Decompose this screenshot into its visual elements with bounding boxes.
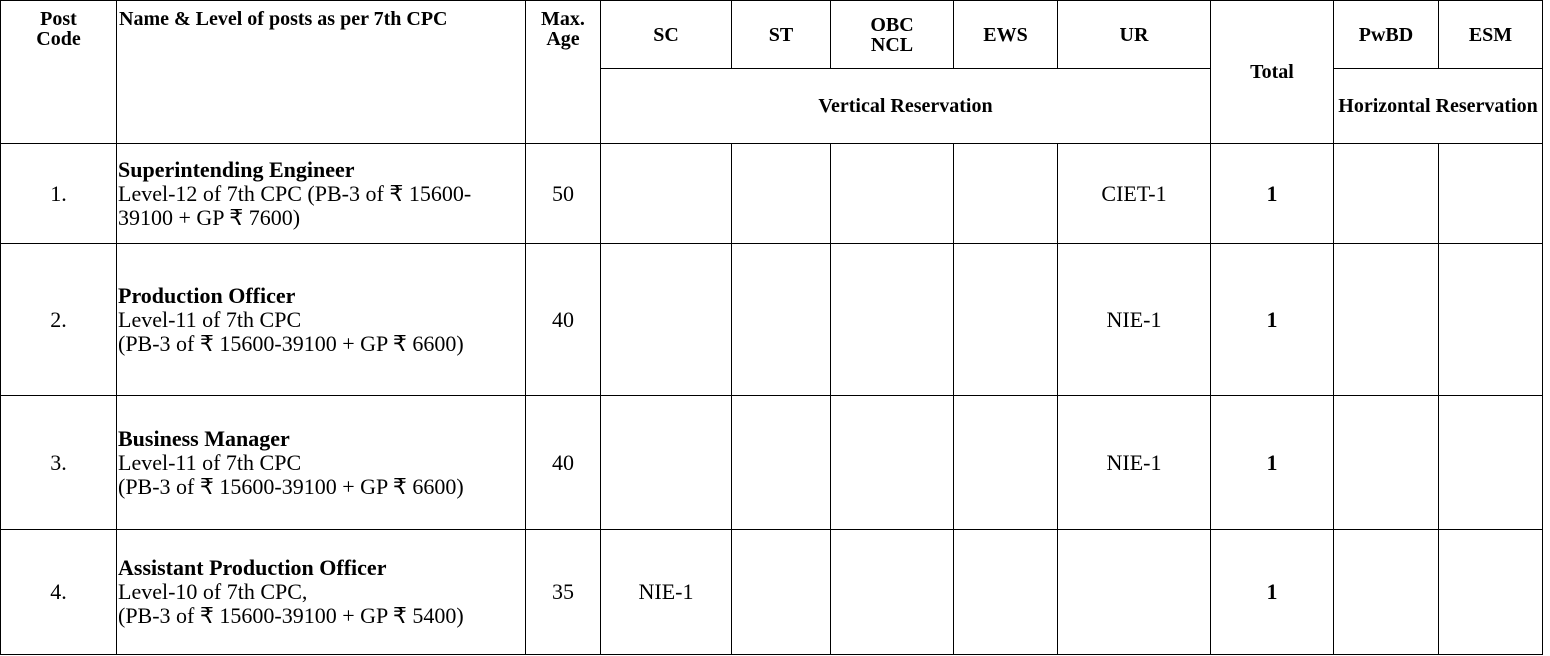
max-age: 35 (525, 529, 601, 655)
post-detail: Level-10 of 7th CPC, (118, 579, 308, 604)
max-age: 40 (525, 243, 601, 396)
post-detail: (PB-3 of ₹ 15600-39100 + GP ₹ 5400) (118, 603, 464, 628)
reservation-pwbd (1333, 529, 1439, 655)
reservation-sc (600, 395, 732, 530)
table-body: 1. Superintending Engineer Level-12 of 7th… (0, 143, 1543, 655)
header-vertical: Vertical Reservation (600, 68, 1211, 144)
reservation-obc-ncl (830, 395, 954, 530)
post-detail: Level-12 of 7th CPC (PB-3 of ₹ 15600-391… (118, 180, 472, 230)
total: 1 (1210, 143, 1334, 244)
post-detail: Level-11 of 7th CPC (118, 449, 302, 475)
total: 1 (1210, 529, 1334, 655)
header-total: Total (1210, 0, 1334, 144)
reservation-st (731, 143, 831, 244)
post-name: Superintending Engineer (118, 156, 355, 182)
reservation-ur: NIE-1 (1057, 395, 1211, 530)
reservation-st (731, 529, 831, 655)
total: 1 (1210, 395, 1334, 530)
post-detail: (PB-3 of ₹ 15600-39100 + GP ₹ 6600) (118, 473, 464, 499)
header-cell: OBC NCL (830, 0, 954, 69)
reservation-obc-ncl (830, 143, 954, 244)
post-code: 4. (0, 529, 117, 655)
post-name: Business Manager (118, 425, 290, 451)
header-cell: Name & Level of posts as per 7th CPC (116, 0, 526, 144)
table-row: 3. Business Manager Level-11 of 7th CPC (PB… (0, 395, 1543, 530)
header-cell: Max. Age (525, 0, 601, 144)
reservation-obc-ncl (830, 243, 954, 396)
reservation-sc (600, 243, 732, 396)
name-cell: Assistant Production Officer Level-10 of … (116, 529, 526, 655)
header-obc-ncl: OBC NCL (870, 13, 914, 56)
name-cell: Business Manager Level-11 of 7th CPC (PB-3… (116, 395, 526, 530)
max-age: 40 (525, 395, 601, 530)
post-name: Assistant Production Officer (118, 555, 387, 580)
table-row: 4. Assistant Production Officer Level-10 o… (0, 529, 1543, 655)
header-cell: Post Code (0, 0, 117, 144)
post-code: 2. (0, 243, 117, 396)
header-pwbd: PwBD (1333, 0, 1439, 69)
reservation-ur: CIET-1 (1057, 143, 1211, 244)
table-row: 1. Superintending Engineer Level-12 of 7th… (0, 143, 1543, 244)
reservation-ews (953, 243, 1058, 396)
reservation-st (731, 243, 831, 396)
reservation-esm (1438, 243, 1543, 396)
reservation-ews (953, 529, 1058, 655)
header-ur: UR (1057, 0, 1211, 69)
name-cell: Production Officer Level-11 of 7th CPC (PB… (116, 243, 526, 396)
reservation-pwbd (1333, 395, 1439, 530)
reservation-esm (1438, 529, 1543, 655)
reservation-pwbd (1333, 143, 1439, 244)
total: 1 (1210, 243, 1334, 396)
reservation-ur: NIE-1 (1057, 243, 1211, 396)
reservation-st (731, 395, 831, 530)
header-sc: SC (600, 0, 732, 69)
table-row: 2. Production Officer Level-11 of 7th CPC(… (0, 243, 1543, 396)
reservation-ews (953, 395, 1058, 530)
header-horizontal: Horizontal Reservation (1333, 68, 1543, 144)
header-esm: ESM (1438, 0, 1543, 69)
header-ews: EWS (953, 0, 1058, 69)
post-detail: Level-11 of 7th CPC (118, 306, 302, 332)
header-max-age: Max. Age (541, 8, 585, 50)
post-code: 1. (0, 143, 117, 244)
reservation-ur (1057, 529, 1211, 655)
reservation-ews (953, 143, 1058, 244)
reservation-esm (1438, 395, 1543, 530)
name-cell: Superintending Engineer Level-12 of 7th C… (116, 143, 526, 244)
max-age: 50 (525, 143, 601, 244)
post-name: Production Officer (118, 282, 296, 308)
reservation-sc (600, 143, 732, 244)
reservation-sc: NIE-1 (600, 529, 732, 655)
header-name: Name & Level of posts as per 7th CPC (119, 8, 448, 30)
reservation-esm (1438, 143, 1543, 244)
post-detail: (PB-3 of ₹ 15600-39100 + GP ₹ 6600) (118, 330, 464, 356)
reservation-obc-ncl (830, 529, 954, 655)
reservation-pwbd (1333, 243, 1439, 396)
header-st: ST (731, 0, 831, 69)
header-post-code: Post Code (36, 8, 81, 50)
post-code: 3. (0, 395, 117, 530)
